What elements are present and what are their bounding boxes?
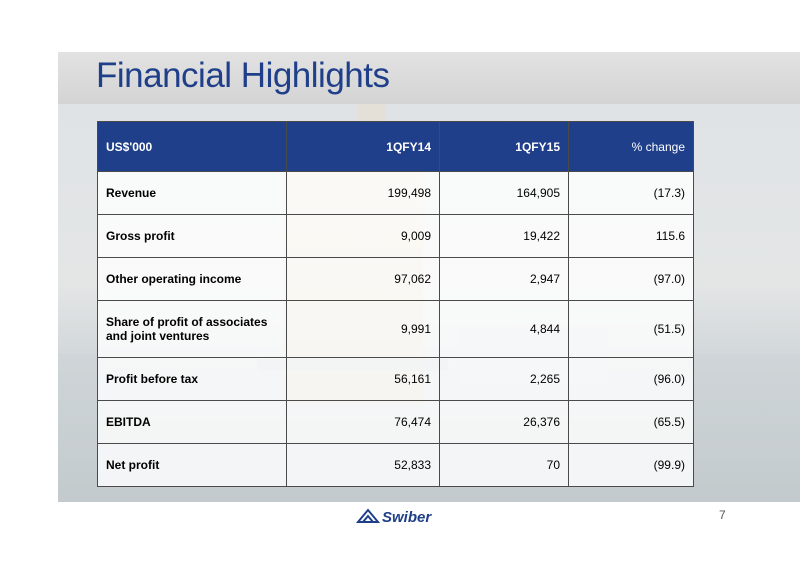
table-row: Net profit 52,833 70 (99.9) [97,443,694,487]
cell-change: (51.5) [568,300,694,358]
cell-1qfy15: 4,844 [439,300,569,358]
cell-change: (96.0) [568,357,694,401]
cell-1qfy14: 9,991 [286,300,440,358]
cell-1qfy15: 26,376 [439,400,569,444]
row-label: Gross profit [97,214,287,258]
logo-wordmark: Swiber [382,508,432,526]
cell-1qfy15: 19,422 [439,214,569,258]
cell-1qfy14: 52,833 [286,443,440,487]
page-number: 7 [719,508,726,522]
table-row: Gross profit 9,009 19,422 115.6 [97,214,694,258]
cell-change: (65.5) [568,400,694,444]
row-label: Revenue [97,171,287,215]
cell-1qfy14: 76,474 [286,400,440,444]
row-label: EBITDA [97,400,287,444]
cell-1qfy14: 97,062 [286,257,440,301]
title-bar [58,52,800,104]
row-label: Share of profit of associates and joint … [97,300,287,358]
cell-change: (99.9) [568,443,694,487]
cell-1qfy15: 70 [439,443,569,487]
header-currency: US$'000 [97,121,287,172]
table-row: EBITDA 76,474 26,376 (65.5) [97,400,694,444]
cell-1qfy14: 56,161 [286,357,440,401]
header-1qfy15: 1QFY15 [439,121,569,172]
table-row: Other operating income 97,062 2,947 (97.… [97,257,694,301]
table-row: Share of profit of associates and joint … [97,300,694,358]
swiber-logo: Swiber [356,506,431,528]
slide-title: Financial Highlights [96,56,390,95]
cell-change: (17.3) [568,171,694,215]
table-row: Profit before tax 56,161 2,265 (96.0) [97,357,694,401]
row-label: Profit before tax [97,357,287,401]
cell-1qfy15: 164,905 [439,171,569,215]
cell-1qfy15: 2,265 [439,357,569,401]
cell-change: (97.0) [568,257,694,301]
table-row: Revenue 199,498 164,905 (17.3) [97,171,694,215]
financial-table: US$'000 1QFY14 1QFY15 % change Revenue 1… [97,121,694,487]
cell-1qfy14: 199,498 [286,171,440,215]
cell-1qfy15: 2,947 [439,257,569,301]
row-label: Other operating income [97,257,287,301]
cell-change: 115.6 [568,214,694,258]
row-label: Net profit [97,443,287,487]
header-1qfy14: 1QFY14 [286,121,440,172]
table-header-row: US$'000 1QFY14 1QFY15 % change [97,121,694,172]
swiber-logo-icon [356,508,380,523]
cell-1qfy14: 9,009 [286,214,440,258]
header-change: % change [568,121,694,172]
